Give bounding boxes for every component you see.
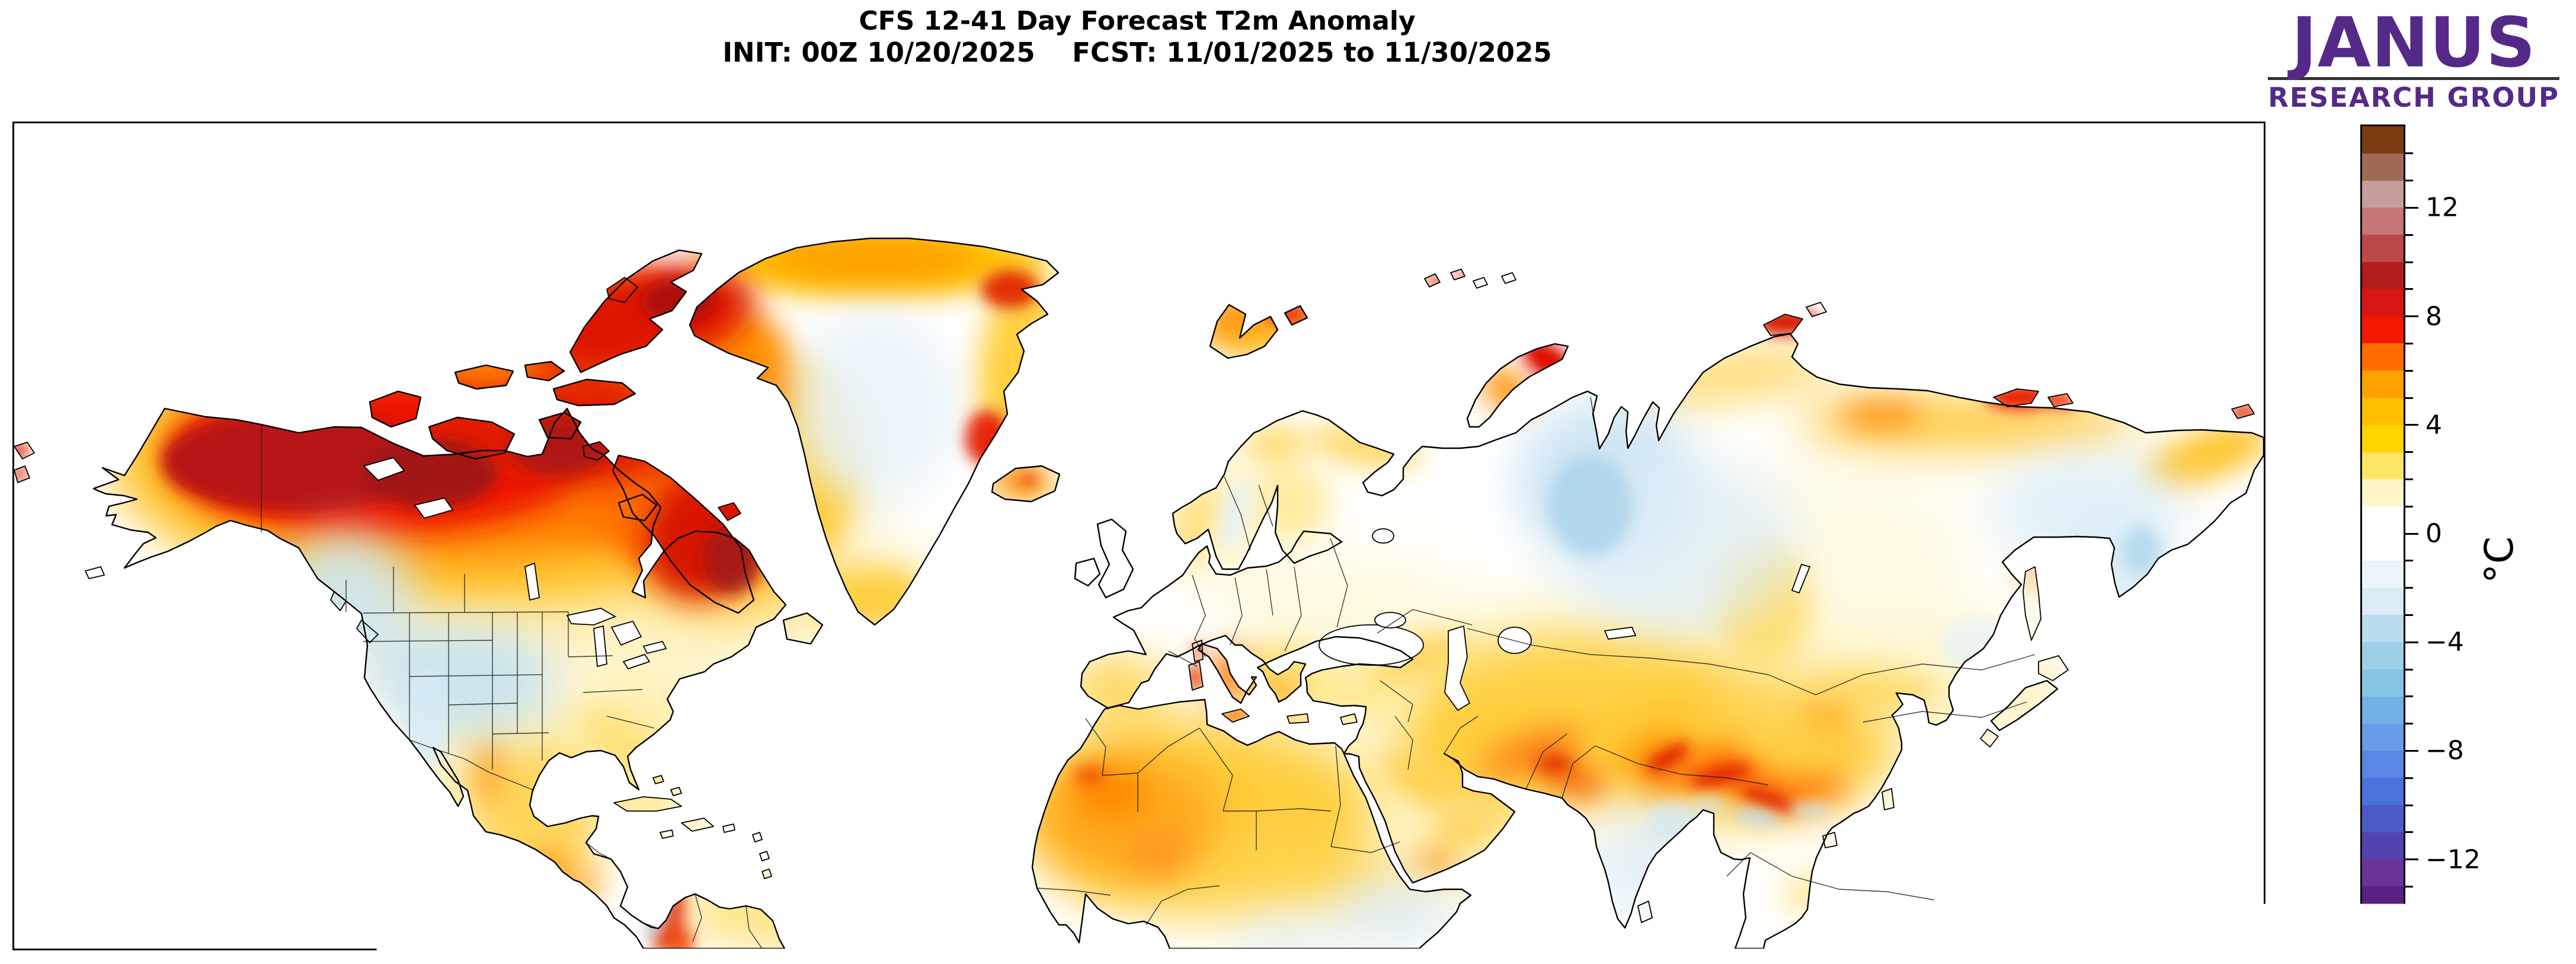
colorbar-unit-label: °C bbox=[2476, 537, 2522, 583]
colorbar-tick--5 bbox=[2405, 669, 2413, 671]
colorbar-tick--4 bbox=[2405, 641, 2418, 643]
colorbar-tick--14 bbox=[2405, 913, 2413, 915]
colorbar-block--5 bbox=[2362, 669, 2404, 697]
colorbar-block--4 bbox=[2362, 642, 2404, 669]
colorbar-tick-9 bbox=[2405, 288, 2413, 290]
colorbar-block-12 bbox=[2362, 208, 2404, 235]
colorbar-tick--8 bbox=[2405, 750, 2418, 752]
colorbar-tick--3 bbox=[2405, 614, 2413, 616]
colorbar-tick--2 bbox=[2405, 587, 2413, 589]
colorbar bbox=[2360, 125, 2405, 943]
colorbar-tick--11 bbox=[2405, 831, 2413, 833]
colorbar-block--13 bbox=[2362, 886, 2404, 914]
colorbar-block-0 bbox=[2362, 534, 2404, 561]
colorbar-block--12 bbox=[2362, 860, 2404, 887]
colorbar-block--11 bbox=[2362, 832, 2404, 860]
colorbar-tick--1 bbox=[2405, 560, 2413, 561]
colorbar-block--1 bbox=[2362, 561, 2404, 588]
forecast-map-panel bbox=[12, 122, 2265, 950]
figure-page: CFS 12-41 Day Forecast T2m Anomaly INIT:… bbox=[0, 0, 2576, 964]
colorbar-label-12: 12 bbox=[2425, 193, 2459, 223]
colorbar-block--3 bbox=[2362, 615, 2404, 642]
colorbar-tick-4 bbox=[2405, 424, 2418, 426]
colorbar-tick--6 bbox=[2405, 695, 2413, 697]
logo-wordmark: JANUS bbox=[2268, 11, 2559, 76]
colorbar-block-1 bbox=[2362, 506, 2404, 534]
colorbar-tick-0 bbox=[2405, 533, 2418, 535]
colorbar-tick-8 bbox=[2405, 315, 2418, 317]
colorbar-tick-13 bbox=[2405, 180, 2413, 181]
chart-title: CFS 12-41 Day Forecast T2m Anomaly bbox=[12, 6, 2262, 37]
colorbar-tick-14 bbox=[2405, 152, 2413, 154]
colorbar-block-14 bbox=[2362, 154, 2404, 181]
colorbar-tick-7 bbox=[2405, 343, 2413, 344]
colorbar-block-7 bbox=[2362, 343, 2404, 371]
colorbar-tick-10 bbox=[2405, 261, 2413, 263]
colorbar-tick-12 bbox=[2405, 207, 2418, 209]
colorbar-block--6 bbox=[2362, 697, 2404, 724]
logo-subtitle: RESEARCH GROUP bbox=[2268, 82, 2559, 113]
colorbar-block--9 bbox=[2362, 778, 2404, 805]
colorbar-tick--10 bbox=[2405, 805, 2413, 806]
colorbar-block-6 bbox=[2362, 371, 2404, 398]
colorbar-block-15 bbox=[2362, 126, 2404, 154]
colorbar-block-8 bbox=[2362, 317, 2404, 344]
colorbar-block--14 bbox=[2362, 914, 2404, 941]
colorbar-block-9 bbox=[2362, 289, 2404, 317]
colorbar-block--7 bbox=[2362, 724, 2404, 751]
anomaly-map bbox=[14, 123, 2264, 949]
colorbar-label--8: −8 bbox=[2425, 736, 2464, 766]
colorbar-tick--12 bbox=[2405, 858, 2418, 860]
colorbar-tick--13 bbox=[2405, 886, 2413, 888]
colorbar-label--4: −4 bbox=[2425, 627, 2464, 657]
colorbar-block--8 bbox=[2362, 751, 2404, 778]
colorbar-block-11 bbox=[2362, 235, 2404, 262]
colorbar-block--2 bbox=[2362, 588, 2404, 615]
title-block: CFS 12-41 Day Forecast T2m Anomaly INIT:… bbox=[12, 6, 2262, 68]
colorbar-label-0: 0 bbox=[2425, 519, 2442, 549]
colorbar-tick-1 bbox=[2405, 506, 2413, 507]
colorbar-tick--9 bbox=[2405, 777, 2413, 779]
colorbar-block-4 bbox=[2362, 425, 2404, 452]
colorbar-tick-2 bbox=[2405, 478, 2413, 480]
colorbar-block-13 bbox=[2362, 181, 2404, 208]
colorbar-block--10 bbox=[2362, 805, 2404, 832]
janus-logo: JANUS RESEARCH GROUP bbox=[2268, 11, 2559, 113]
colorbar-block-3 bbox=[2362, 452, 2404, 480]
colorbar-tick-3 bbox=[2405, 451, 2413, 453]
colorbar-block-5 bbox=[2362, 398, 2404, 425]
colorbar-tick-6 bbox=[2405, 370, 2413, 372]
colorbar-label-4: 4 bbox=[2425, 410, 2442, 440]
colorbar-tick--7 bbox=[2405, 723, 2413, 724]
chart-subtitle: INIT: 00Z 10/20/2025 FCST: 11/01/2025 to… bbox=[12, 37, 2262, 68]
colorbar-tick-11 bbox=[2405, 234, 2413, 236]
colorbar-label-8: 8 bbox=[2425, 301, 2442, 331]
colorbar-tick-5 bbox=[2405, 397, 2413, 399]
colorbar-block-2 bbox=[2362, 479, 2404, 506]
colorbar-label--12: −12 bbox=[2425, 844, 2481, 874]
anomaly-shading bbox=[14, 123, 2264, 949]
colorbar-block-10 bbox=[2362, 262, 2404, 289]
